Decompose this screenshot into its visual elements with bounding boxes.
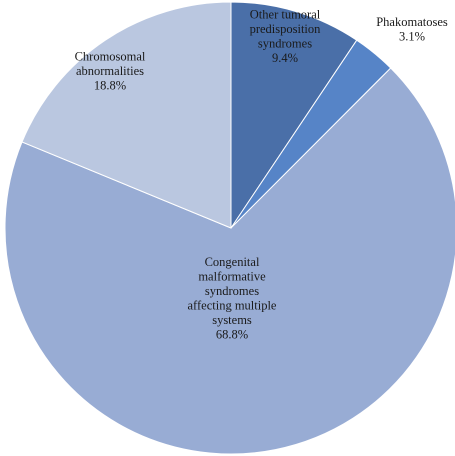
pie-label-line: Phakomatoses: [376, 15, 448, 29]
pie-label-line: Other tumoral: [250, 7, 321, 21]
pie-label-line: 3.1%: [399, 29, 425, 43]
pie-data-label: Chromosomal abnormalities 18.8%: [75, 50, 146, 93]
pie-label-line: Congenital: [205, 255, 260, 269]
pie-label-line: 18.8%: [94, 79, 126, 93]
pie-slice-other-tumoral-predisposition-syndromes: [230, 1, 358, 230]
pie-data-label: Other tumoral predisposition syndromes 9.4%: [250, 7, 322, 65]
pie-label-line: syndromes: [258, 36, 312, 50]
pie-label-line: 9.4%: [272, 51, 298, 65]
pie-slice-chromosomal-abnormalities: [21, 1, 232, 229]
pie-label-line: affecting multiple: [188, 298, 277, 312]
pie-label-line: malformative: [198, 269, 266, 283]
pie-label-line: abnormalities: [76, 64, 144, 78]
pie-label-line: syndromes: [205, 284, 259, 298]
pie-label-line: Chromosomal: [75, 50, 146, 64]
pie-label-line: predisposition: [250, 22, 322, 36]
pie-label-line: 68.8%: [216, 327, 248, 341]
pie-slices: [4, 1, 455, 455]
pie-data-label: Phakomatoses 3.1%: [376, 15, 448, 44]
pie-data-label: Congenital malformative syndromes affecting…: [188, 255, 277, 342]
pie-label-line: systems: [212, 313, 252, 327]
pie-labels: Other tumoral predisposition syndromes 9.4%…: [75, 7, 448, 341]
